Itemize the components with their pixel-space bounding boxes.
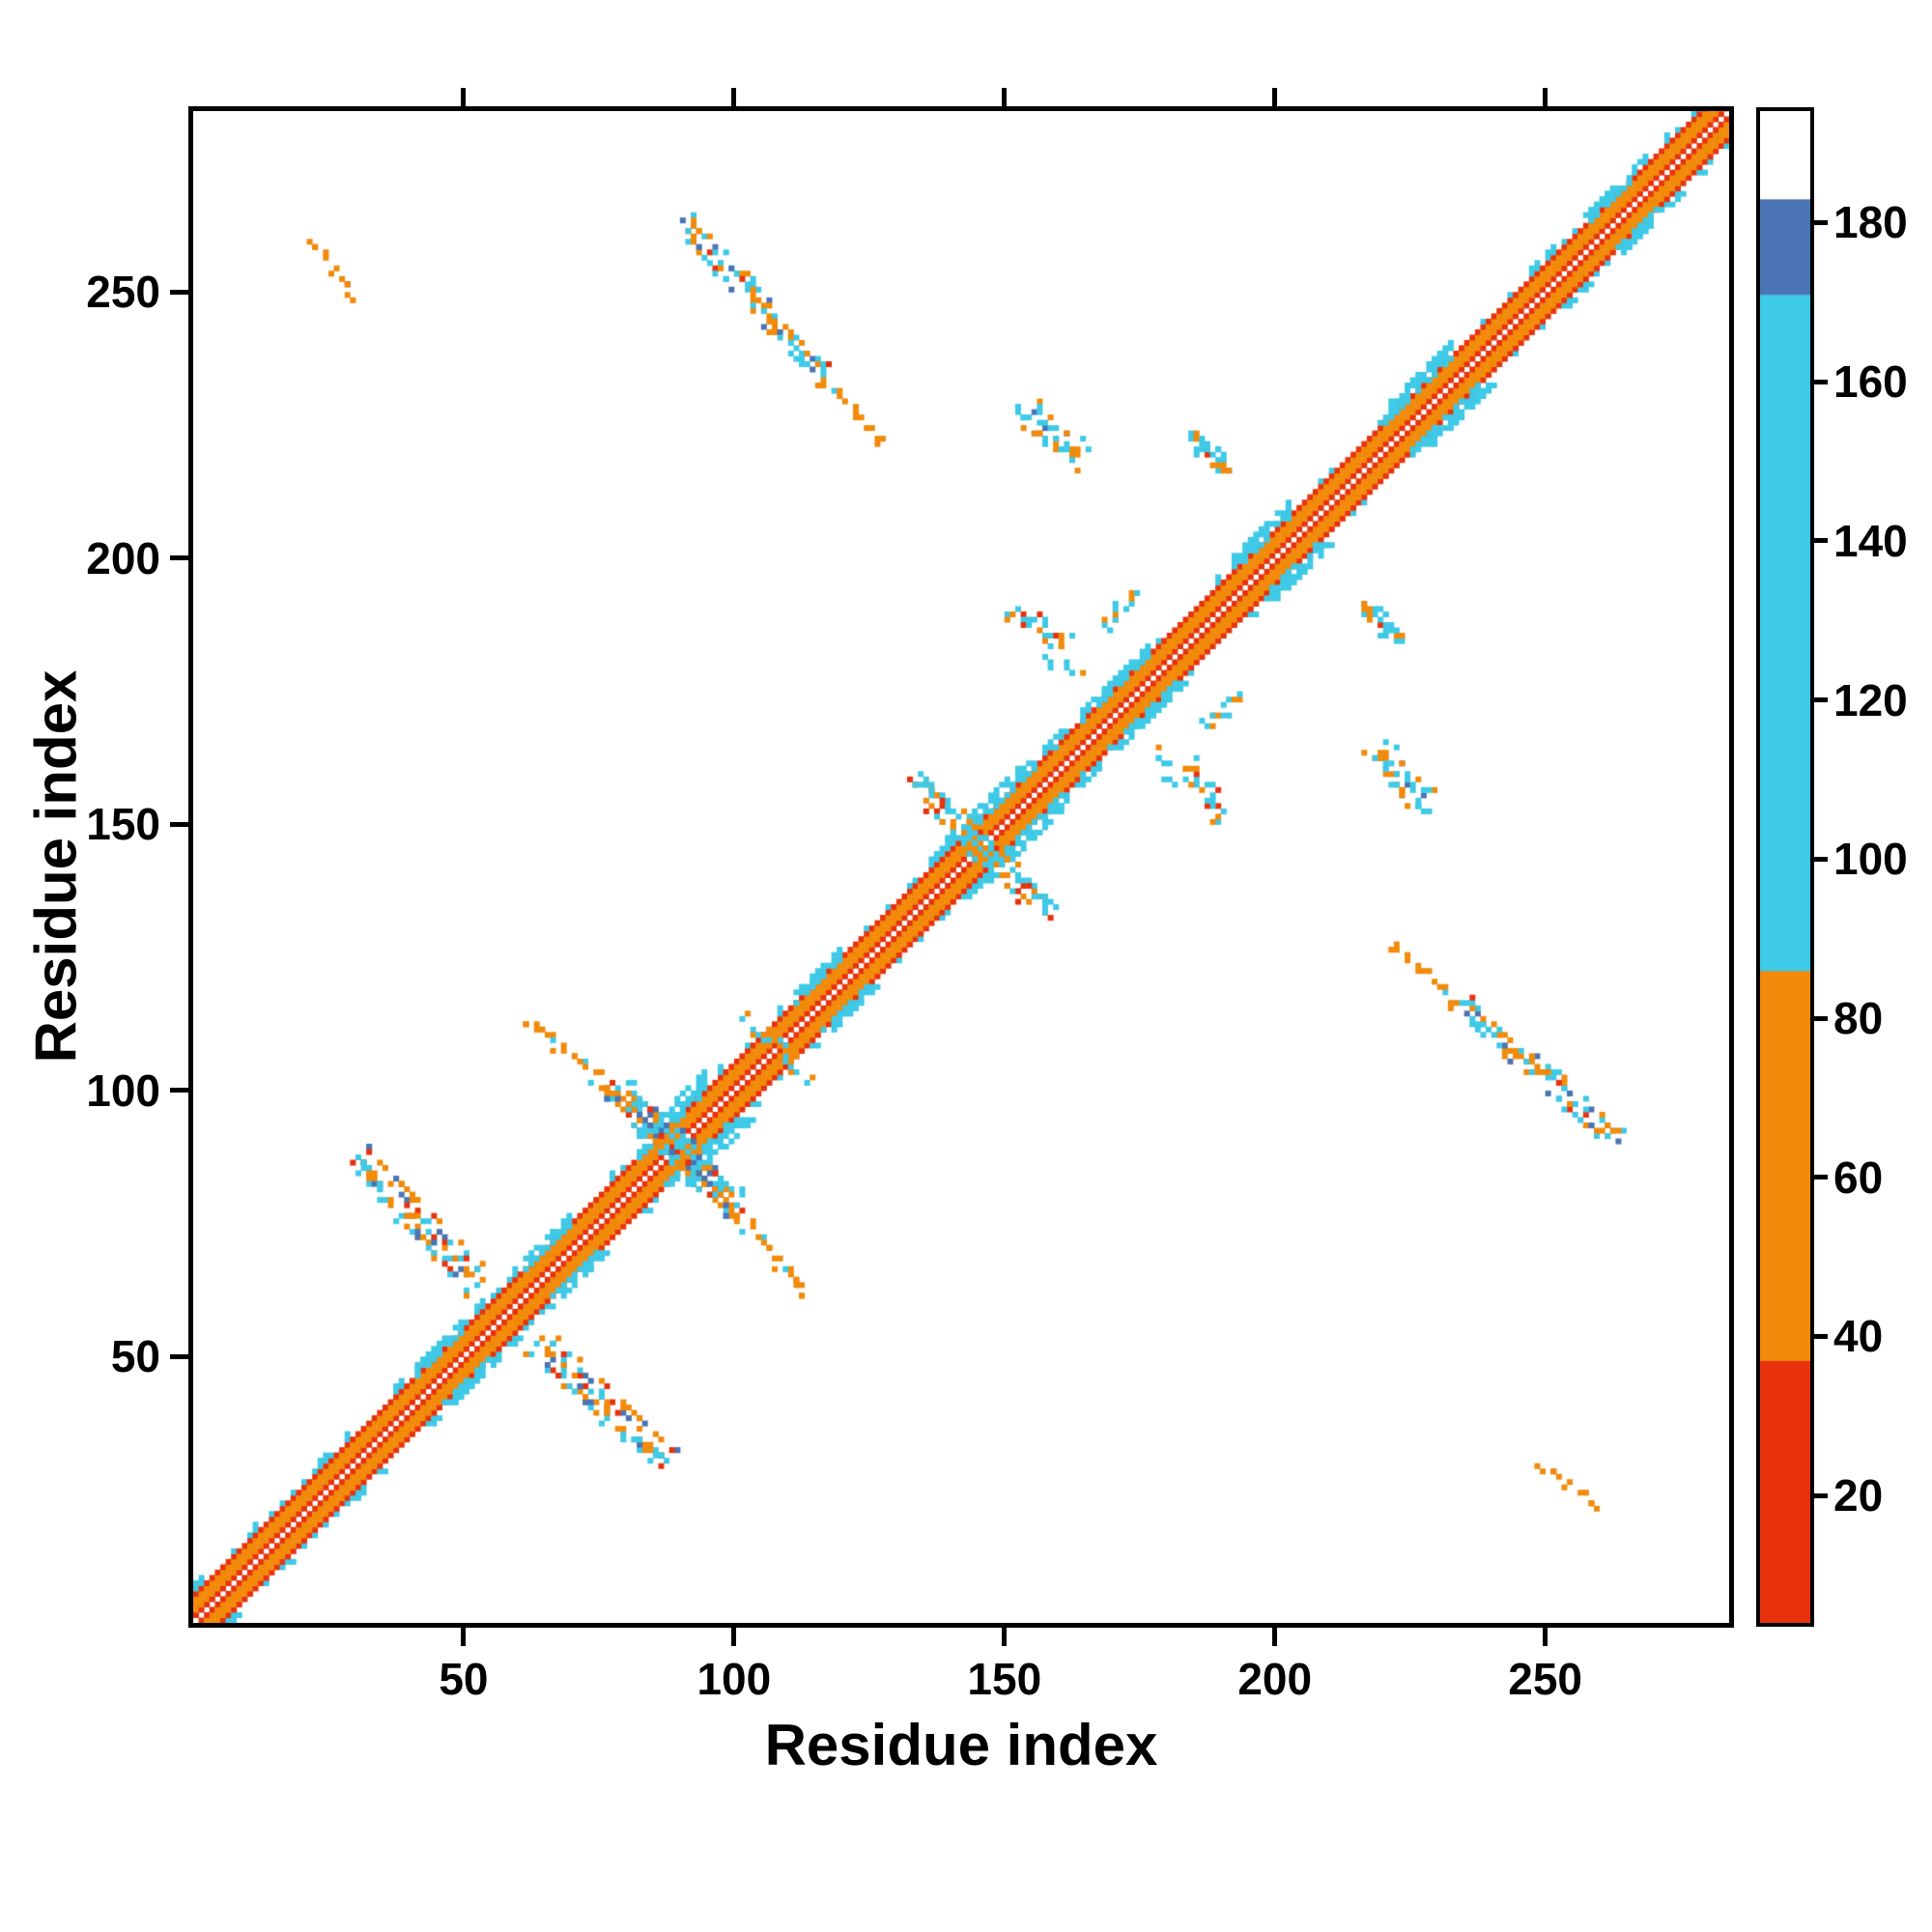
- x-tick-label: 250: [1508, 1654, 1583, 1704]
- y-axis-label: Residue index: [23, 669, 89, 1064]
- colorbar-tick-label: 160: [1833, 356, 1908, 408]
- colorbar-tick-label: 20: [1833, 1470, 1884, 1521]
- colorbar-gradient: [1760, 111, 1810, 1623]
- x-tick-label: 150: [967, 1654, 1042, 1704]
- y-tick-label: 150: [86, 799, 160, 850]
- x-tick-label: 100: [696, 1654, 772, 1704]
- colorbar-tick-label: 140: [1833, 515, 1908, 566]
- colorbar-tick-label: 120: [1833, 674, 1908, 725]
- x-tick-label: 200: [1237, 1654, 1313, 1704]
- y-tick-label: 100: [86, 1065, 160, 1116]
- x-tick-label: 50: [439, 1654, 489, 1704]
- y-tick-label: 250: [86, 267, 160, 318]
- x-axis-label: Residue index: [764, 1713, 1158, 1777]
- y-tick-label: 50: [110, 1331, 160, 1382]
- y-tick-label: 200: [86, 532, 160, 583]
- colorbar-tick-label: 80: [1833, 993, 1884, 1043]
- colorbar-tick-label: 40: [1833, 1311, 1884, 1362]
- colorbar-tick-label: 180: [1833, 197, 1908, 248]
- contact-map-canvas: [193, 111, 1729, 1623]
- colorbar-tick-label: 100: [1833, 834, 1908, 885]
- colorbar-tick-label: 60: [1833, 1151, 1884, 1203]
